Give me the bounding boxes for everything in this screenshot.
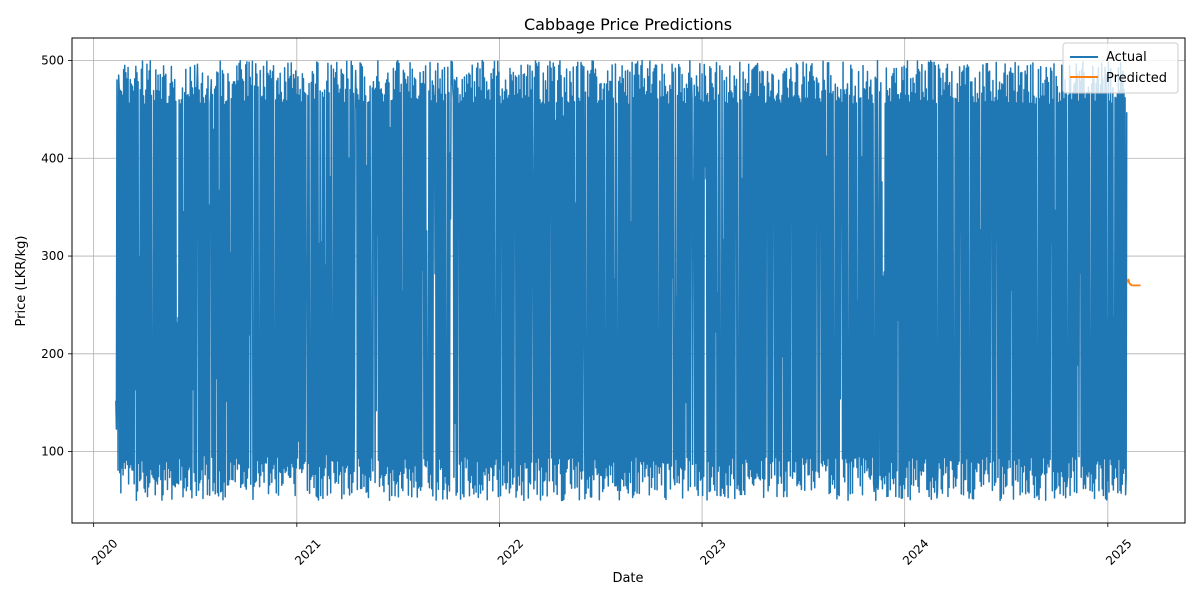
legend-label-actual: Actual bbox=[1106, 50, 1147, 65]
series-layer bbox=[115, 59, 1141, 502]
y-tick-label: 200 bbox=[41, 347, 64, 361]
legend: Actual Predicted bbox=[1062, 42, 1179, 94]
chart-title: Cabbage Price Predictions bbox=[524, 15, 732, 34]
plot-frame bbox=[71, 37, 1186, 524]
y-tick-label: 100 bbox=[41, 445, 64, 459]
legend-label-predicted: Predicted bbox=[1106, 71, 1167, 86]
predicted-series-line bbox=[1126, 278, 1141, 287]
y-tick-label: 400 bbox=[41, 151, 64, 165]
y-tick-label: 300 bbox=[41, 249, 64, 263]
x-axis-label: Date bbox=[612, 571, 643, 586]
legend-box bbox=[1062, 42, 1179, 94]
y-axis-label: Price (LKR/kg) bbox=[14, 236, 29, 327]
actual-series-line bbox=[115, 59, 1128, 502]
y-tick-label: 500 bbox=[41, 53, 64, 67]
